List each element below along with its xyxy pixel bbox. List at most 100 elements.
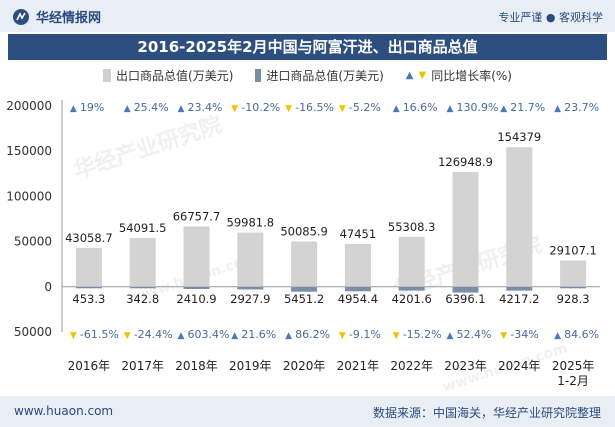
export-growth-label: 23.4%: [188, 101, 223, 114]
export-bar: [344, 243, 371, 287]
import-value-label: 5451.2: [284, 292, 324, 306]
import-bar: [560, 286, 587, 289]
x-tick-label: 2017年: [121, 359, 164, 373]
import-value-label: 2927.9: [230, 292, 270, 306]
y-tick-label: 100000: [6, 189, 52, 203]
import-bar: [291, 286, 318, 292]
brand-logo-icon: [13, 8, 29, 25]
growth-down-icon: ▼: [124, 331, 131, 341]
tagline: 专业严谨 ● 客观科学: [498, 11, 603, 24]
legend: 出口商品总值(万美元) 进口商品总值(万美元) ▲ ▼ 同比增长率(%): [0, 66, 615, 84]
y-tick-label: 200000: [6, 99, 52, 113]
footer-url[interactable]: www.huaon.com: [14, 404, 114, 418]
x-tick-label: 2020年: [283, 359, 326, 373]
growth-down-icon: ▼: [231, 104, 238, 114]
legend-export-swatch: [103, 68, 112, 82]
export-growth-label: 16.6%: [403, 101, 438, 114]
footer-source: 数据来源：中国海关，华经产业研究院整理: [372, 406, 601, 420]
brand[interactable]: 华经情报网: [12, 7, 101, 26]
growth-up-icon: ▲: [124, 104, 131, 114]
x-tick-label: 2019年: [229, 359, 272, 373]
export-value-label: 66757.7: [173, 209, 221, 223]
import-growth-label: -24.4%: [134, 328, 173, 341]
growth-down-icon: ▼: [285, 104, 292, 114]
import-bar: [129, 286, 156, 289]
chart-title: 2016-2025年2月中国与阿富汗进、出口商品总值: [8, 34, 607, 60]
growth-up-icon: ▲: [447, 104, 454, 114]
growth-down-icon: ▼: [70, 331, 77, 341]
export-growth-label: -10.2%: [241, 101, 280, 114]
export-value-label: 54091.5: [119, 221, 167, 235]
import-value-label: 342.8: [126, 292, 159, 306]
x-tick-label: 2025年: [552, 359, 595, 373]
export-bar: [75, 247, 102, 287]
import-bar: [398, 286, 425, 291]
export-value-label: 29107.1: [549, 243, 597, 257]
import-growth-label: 84.6%: [564, 328, 599, 341]
growth-up-icon: ▲: [500, 104, 507, 114]
export-value-label: 126948.9: [438, 155, 493, 169]
legend-export-label: 出口商品总值(万美元): [116, 68, 234, 83]
growth-down-icon: ▼: [393, 331, 400, 341]
export-growth-label: 130.9%: [457, 101, 499, 114]
legend-import: 进口商品总值(万美元): [255, 67, 384, 84]
import-growth-label: 86.2%: [295, 328, 330, 341]
import-bar: [344, 286, 371, 292]
import-growth-label: 21.6%: [241, 328, 276, 341]
import-growth-label: 52.4%: [457, 328, 492, 341]
growth-up-icon: ▲: [393, 104, 400, 114]
x-tick-label: 1-2月: [557, 374, 589, 388]
import-bar: [75, 286, 102, 289]
legend-import-swatch: [255, 68, 262, 82]
import-growth-label: -61.5%: [80, 328, 119, 341]
import-growth-label: -15.2%: [403, 328, 442, 341]
legend-import-label: 进口商品总值(万美元): [266, 68, 384, 83]
import-value-label: 6396.1: [445, 292, 485, 306]
x-tick-label: 2024年: [498, 359, 541, 373]
y-tick-label: 50000: [14, 325, 52, 339]
export-bar: [398, 236, 425, 287]
import-value-label: 453.3: [72, 292, 105, 306]
growth-down-icon: ▼: [339, 331, 346, 341]
export-value-label: 55308.3: [388, 220, 436, 234]
import-bar: [183, 286, 210, 289]
import-value-label: 4201.6: [392, 292, 432, 306]
legend-growth: ▲ ▼ 同比增长率(%): [406, 67, 512, 84]
export-growth-label: 21.7%: [510, 101, 545, 114]
export-bar: [291, 241, 318, 287]
export-value-label: 59981.8: [227, 216, 275, 230]
growth-up-icon: ▲: [285, 331, 292, 341]
import-bar: [506, 286, 533, 291]
export-bar: [506, 147, 533, 287]
growth-up-icon: ▲: [178, 331, 185, 341]
triangle-up-icon: ▲: [405, 69, 414, 81]
footer-bar: www.huaon.com 数据来源：中国海关，华经产业研究院整理: [0, 396, 615, 427]
growth-down-icon: ▼: [500, 331, 507, 341]
triangle-down-icon: ▼: [418, 69, 427, 81]
export-bar: [237, 232, 264, 287]
export-value-label: 43058.7: [65, 231, 113, 245]
import-growth-label: -9.1%: [349, 328, 381, 341]
y-tick-label: 150000: [6, 144, 52, 158]
y-tick-label: 0: [44, 280, 52, 294]
import-value-label: 4217.2: [499, 292, 539, 306]
growth-up-icon: ▲: [447, 331, 454, 341]
export-bar: [452, 172, 479, 287]
import-value-label: 928.3: [557, 292, 590, 306]
growth-up-icon: ▲: [554, 104, 561, 114]
export-growth-label: 23.7%: [564, 101, 599, 114]
export-value-label: 50085.9: [280, 225, 328, 239]
export-bar: [183, 226, 210, 287]
growth-up-icon: ▲: [554, 331, 561, 341]
export-value-label: 154379: [497, 130, 541, 144]
legend-export: 出口商品总值(万美元): [103, 67, 233, 84]
growth-up-icon: ▲: [70, 104, 77, 114]
growth-down-icon: ▼: [339, 104, 346, 114]
import-bar: [237, 286, 264, 290]
x-tick-label: 2021年: [337, 359, 380, 373]
export-growth-label: -5.2%: [349, 101, 381, 114]
x-tick-label: 2022年: [390, 359, 433, 373]
y-tick-label: 50000: [14, 235, 52, 249]
export-value-label: 47451: [340, 227, 377, 241]
